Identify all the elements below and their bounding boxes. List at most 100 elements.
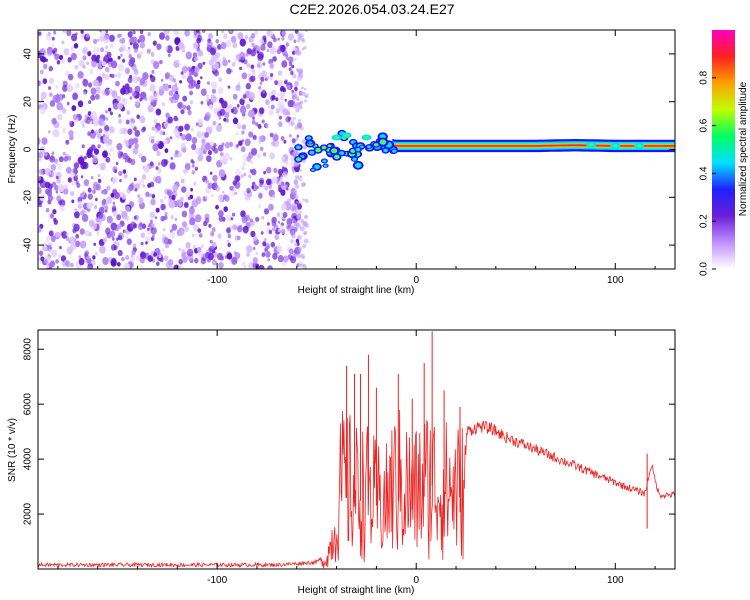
noise-blob (164, 148, 169, 154)
noise-blob (133, 177, 137, 182)
noise-blob (87, 265, 92, 269)
noise-blob (283, 139, 287, 144)
signal-blob-inner (311, 168, 315, 172)
noise-blob (196, 80, 201, 85)
noise-blob (260, 76, 265, 82)
noise-blob (217, 144, 224, 152)
noise-blob (290, 156, 294, 162)
noise-blob (150, 226, 157, 235)
noise-blob (271, 176, 278, 184)
chart-title: C2E2.2026.054.03.24.E27 (289, 1, 454, 17)
noise-dot (299, 175, 302, 178)
signal-blob-inner (392, 149, 397, 153)
noise-blob (271, 94, 276, 101)
noise-blob (286, 187, 289, 191)
noise-blob (208, 223, 212, 228)
noise-blob (71, 105, 77, 112)
noise-blob (251, 42, 255, 48)
noise-blob (226, 227, 231, 233)
noise-blob (142, 126, 147, 131)
noise-blob (179, 132, 183, 136)
noise-blob (53, 184, 59, 191)
noise-blob (102, 237, 108, 243)
noise-blob (180, 178, 185, 184)
noise-blob (79, 210, 84, 216)
noise-blob (105, 110, 108, 114)
noise-blob (209, 171, 213, 175)
noise-blob (128, 138, 135, 146)
noise-blob (246, 245, 253, 253)
noise-blob (55, 231, 60, 238)
spectrogram-y-axis-label: Frequency (Hz) (7, 115, 18, 184)
noise-blob (232, 42, 238, 49)
noise-blob (174, 217, 178, 222)
noise-blob (231, 62, 236, 67)
signal-knot-core (612, 144, 618, 148)
noise-blob (281, 30, 287, 36)
noise-blob (257, 124, 262, 129)
noise-dot (303, 87, 307, 91)
noise-dot (293, 205, 298, 211)
noise-blob (213, 69, 219, 77)
noise-blob (281, 228, 286, 234)
noise-blob (92, 46, 99, 55)
noise-blob (258, 192, 263, 199)
noise-blob (71, 180, 76, 186)
noise-blob (182, 256, 188, 263)
noise-blob (276, 212, 281, 218)
noise-blob (55, 175, 59, 180)
noise-blob (75, 83, 80, 89)
noise-blob (153, 252, 158, 257)
noise-blob (97, 134, 101, 139)
noise-blob (296, 134, 300, 138)
noise-blob (170, 156, 173, 160)
noise-blob (196, 30, 200, 33)
spectrogram-y-tick-label: -40 (23, 237, 34, 252)
noise-blob (165, 260, 173, 269)
noise-blob (144, 96, 148, 101)
noise-blob (182, 148, 187, 153)
noise-blob (203, 149, 207, 155)
noise-blob (282, 87, 287, 93)
noise-blob (162, 236, 169, 245)
noise-blob (231, 257, 238, 265)
noise-blob (188, 206, 195, 215)
noise-blob (258, 135, 264, 143)
noise-blob (208, 104, 214, 110)
noise-blob (108, 107, 112, 112)
noise-blob (62, 30, 67, 34)
noise-dot (292, 74, 297, 79)
noise-blob (241, 130, 245, 135)
noise-blob (38, 168, 44, 175)
noise-blob (217, 195, 224, 203)
noise-blob (49, 213, 55, 219)
noise-blob (272, 56, 277, 62)
noise-blob (148, 193, 152, 197)
noise-blob (154, 216, 158, 220)
noise-blob (194, 166, 198, 171)
noise-blob (141, 155, 147, 163)
noise-blob (266, 48, 270, 53)
noise-blob (140, 232, 146, 239)
noise-blob (269, 63, 274, 69)
noise-blob (82, 124, 85, 128)
noise-blob (235, 131, 239, 136)
noise-blob (181, 74, 186, 79)
noise-blob (227, 242, 231, 248)
noise-blob (260, 146, 264, 151)
noise-blob (246, 63, 251, 68)
noise-blob (209, 231, 215, 237)
noise-blob (38, 186, 42, 195)
noise-blob (187, 196, 191, 201)
noise-blob (269, 76, 273, 81)
noise-dot (301, 47, 305, 51)
noise-blob (282, 255, 289, 263)
noise-blob (125, 255, 130, 260)
noise-blob (208, 59, 215, 66)
noise-blob (218, 169, 226, 178)
noise-blob (116, 95, 121, 102)
noise-blob (159, 198, 164, 203)
noise-blob (104, 125, 110, 132)
noise-blob (204, 196, 208, 200)
noise-dot (294, 58, 297, 61)
